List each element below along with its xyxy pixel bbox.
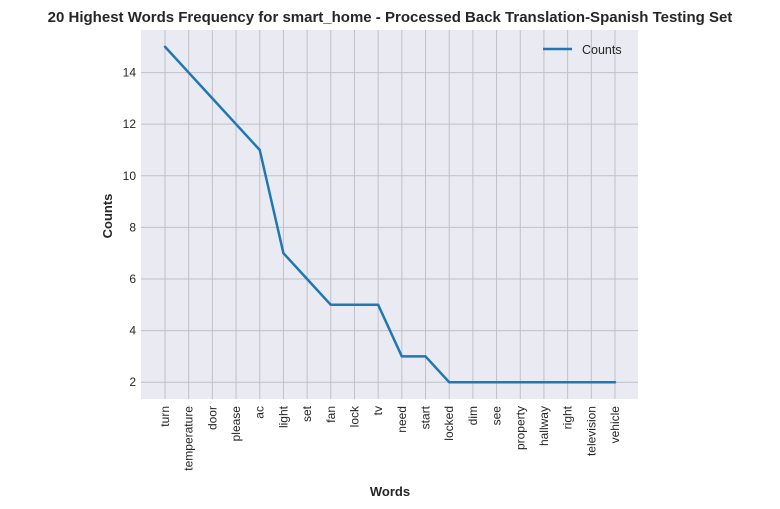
x-tick-label: set (300, 405, 314, 422)
x-tick-label: ac (253, 406, 267, 419)
legend: Counts (543, 43, 622, 57)
y-tick-label: 12 (123, 117, 137, 131)
x-tick-label: tv (371, 406, 385, 415)
x-tick-label: start (419, 405, 433, 429)
x-tick-label: hallway (537, 406, 551, 446)
grid (141, 30, 638, 399)
x-tick-label: vehicle (608, 406, 622, 444)
x-axis-label: Words (370, 484, 410, 499)
x-tick-label: temperature (182, 406, 196, 471)
x-tick-label: locked (442, 406, 456, 441)
y-tick-label: 2 (129, 375, 136, 389)
x-tick-label: right (561, 405, 575, 429)
legend-label-counts: Counts (582, 43, 622, 57)
x-tick-label: see (490, 406, 504, 426)
x-tick-label: fan (324, 406, 338, 423)
y-tick-label: 6 (129, 272, 136, 286)
x-tick-label: light (276, 405, 290, 428)
x-tick-label: lock (347, 405, 361, 427)
chart-title: 20 Highest Words Frequency for smart_hom… (48, 9, 733, 26)
y-axis-label: Counts (100, 194, 115, 239)
y-axis-ticks: 2 4 6 8 10 12 14 (123, 66, 137, 390)
y-tick-label: 4 (129, 324, 136, 338)
y-tick-label: 8 (129, 220, 136, 234)
x-axis-ticks: turn temperature door please ac light set fan lo… (158, 405, 622, 471)
x-tick-label: need (395, 406, 409, 433)
x-tick-label: television (584, 406, 598, 456)
series-line-counts (163, 45, 617, 384)
x-tick-label: property (513, 406, 527, 450)
x-tick-label: turn (158, 406, 172, 427)
x-tick-label: door (205, 406, 219, 430)
x-tick-label: dim (466, 406, 480, 425)
y-tick-label: 10 (123, 169, 137, 183)
x-tick-label: please (229, 406, 243, 442)
series-layer (163, 45, 617, 384)
plot-area (141, 30, 638, 399)
y-tick-label: 14 (123, 66, 137, 80)
